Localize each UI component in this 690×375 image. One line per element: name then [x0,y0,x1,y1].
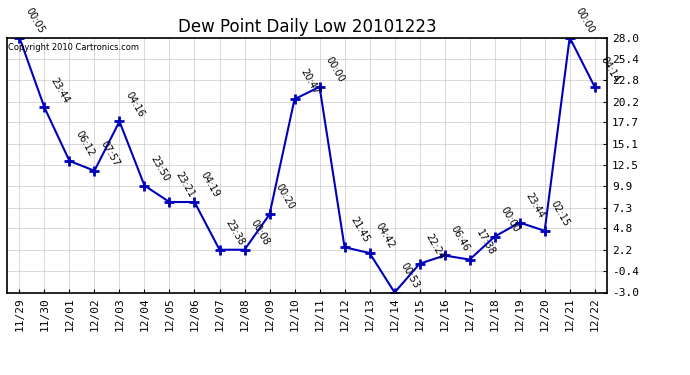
Text: 00:00: 00:00 [574,6,596,35]
Text: 00:20: 00:20 [274,182,296,212]
Text: 23:38: 23:38 [224,218,246,247]
Title: Dew Point Daily Low 20101223: Dew Point Daily Low 20101223 [178,18,436,36]
Text: 02:15: 02:15 [549,199,571,228]
Text: 00:53: 00:53 [399,261,422,290]
Text: 07:57: 07:57 [99,139,121,168]
Text: 00:00: 00:00 [499,205,522,234]
Text: 23:44: 23:44 [524,190,546,220]
Text: 22:24: 22:24 [424,232,446,261]
Text: 04:42: 04:42 [374,221,396,250]
Text: 04:14: 04:14 [599,55,622,84]
Text: 23:50: 23:50 [148,153,171,183]
Text: 23:44: 23:44 [48,75,71,105]
Text: 04:19: 04:19 [199,170,221,199]
Text: 17:38: 17:38 [474,228,496,257]
Text: 00:05: 00:05 [23,6,46,35]
Text: 06:46: 06:46 [448,224,471,253]
Text: 06:12: 06:12 [74,129,96,158]
Text: 04:16: 04:16 [124,90,146,118]
Text: Copyright 2010 Cartronics.com: Copyright 2010 Cartronics.com [8,43,139,52]
Text: 23:21: 23:21 [174,170,197,199]
Text: 00:00: 00:00 [324,55,346,84]
Text: 21:45: 21:45 [348,215,371,244]
Text: 00:08: 00:08 [248,218,271,247]
Text: 20:47: 20:47 [299,67,322,96]
